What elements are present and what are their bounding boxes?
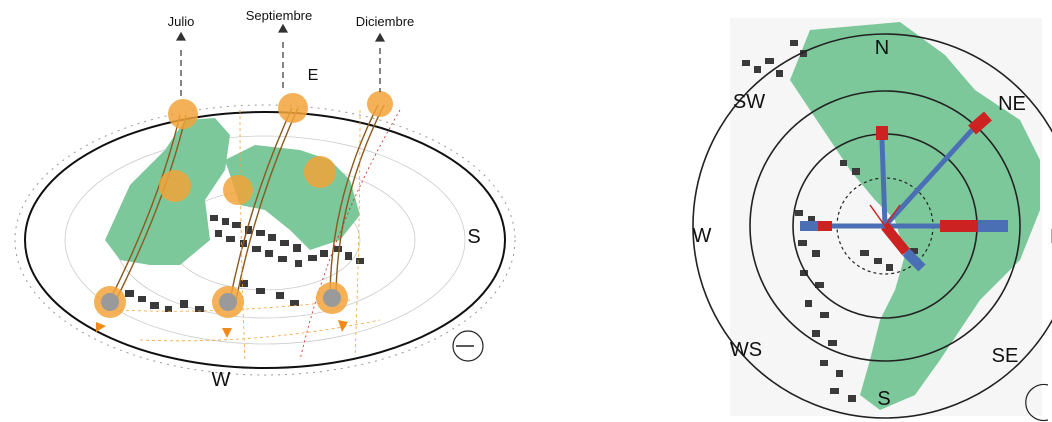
wind-bar-se (902, 248, 926, 272)
sun-septiembre-high (278, 93, 308, 123)
sun-path-arcs (109, 104, 385, 301)
month-label-diciembre: Diciembre (356, 14, 415, 29)
right-direction-west: W (693, 225, 712, 247)
sun-markers (94, 91, 393, 338)
outer-tick-ring (14, 104, 516, 376)
right-direction-ws: WS (730, 339, 762, 361)
right-direction-south: S (877, 388, 890, 410)
sun-septiembre-low-core (219, 293, 237, 311)
left-direction-south: S (467, 226, 480, 248)
right-direction-southeast: SE (992, 345, 1019, 367)
arrow-septiembre (222, 328, 232, 338)
right-direction-north: N (875, 37, 889, 59)
arrow-diciembre (338, 320, 348, 332)
sun-diciembre-mid (304, 156, 336, 188)
month-label-julio: Julio (168, 14, 195, 29)
arrow-julio (96, 322, 106, 332)
ring-3 (749, 90, 1021, 362)
sun-julio-high (168, 99, 198, 129)
left-direction-east: E (308, 67, 319, 84)
right-direction-east: E (1050, 226, 1052, 248)
wind-bar-ne (883, 128, 974, 228)
inner-ring-1 (64, 135, 466, 345)
sun-julio-low-core (101, 293, 119, 311)
wind-rose-diagram: N NE E SE S WS W SW (692, 18, 1052, 422)
sun-diciembre-high (367, 91, 393, 117)
wind-bar-se-red (881, 222, 910, 256)
city-blocks-right (742, 40, 918, 402)
month-indicators (175, 23, 386, 98)
wind-bars (800, 111, 1008, 272)
right-direction-sw: SW (733, 91, 765, 113)
wind-bar-n (879, 139, 888, 227)
ring-outer (692, 33, 1052, 419)
month-label-septiembre: Septiembre (246, 8, 312, 23)
center-indicator (869, 204, 901, 228)
solar-noon-line (299, 109, 401, 361)
sun-diciembre-low-core (323, 289, 341, 307)
wind-bar-ne-red (968, 111, 992, 135)
left-direction-west: W (212, 369, 231, 391)
sun-julio-mid (159, 170, 191, 202)
right-direction-northeast: NE (998, 93, 1026, 115)
sun-septiembre-mid (223, 175, 253, 205)
circle-icon (1025, 383, 1049, 422)
minus-circle-icon (452, 330, 484, 362)
sun-path-diagram: Julio Septiembre Diciembre E S W (14, 8, 516, 391)
